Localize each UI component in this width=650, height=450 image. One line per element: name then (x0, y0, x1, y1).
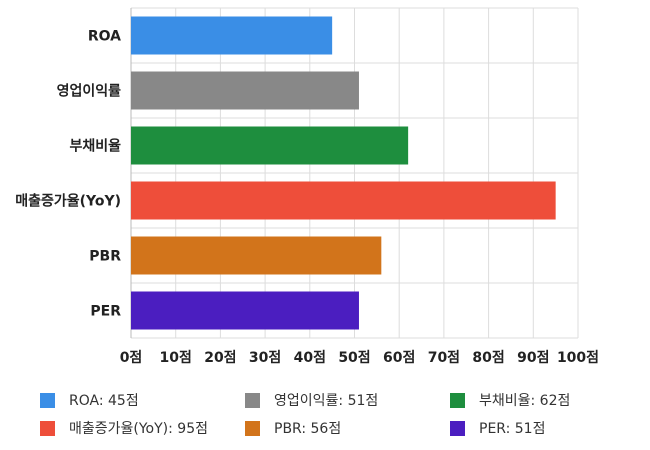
legend-item[interactable]: 매출증가율(YoY): 95점 (40, 418, 245, 438)
x-tick-label: 30점 (249, 349, 281, 366)
legend-swatch (450, 392, 465, 408)
x-tick-label: 70점 (428, 349, 460, 366)
legend-swatch (40, 420, 55, 436)
bars (131, 16, 556, 330)
x-tick-label: 20점 (204, 349, 236, 366)
legend-item[interactable]: 영업이익률: 51점 (245, 390, 450, 410)
x-tick-label: 80점 (472, 349, 504, 366)
legend-swatch (245, 420, 260, 436)
legend-swatch (40, 392, 55, 408)
x-tick-label: 10점 (160, 349, 192, 366)
legend-item[interactable]: PER: 51점 (450, 418, 640, 438)
category-label: 부채비율 (69, 138, 121, 155)
bar[interactable] (131, 236, 382, 275)
x-tick-label: 100점 (557, 349, 599, 366)
bar[interactable] (131, 71, 359, 110)
category-label: PBR (89, 249, 121, 265)
bar[interactable] (131, 291, 359, 330)
bar[interactable] (131, 16, 333, 55)
category-label: 영업이익률 (57, 83, 122, 100)
bar[interactable] (131, 126, 409, 165)
legend-label: 부채비율: 62점 (479, 393, 571, 409)
legend-label: 영업이익률: 51점 (274, 393, 379, 409)
legend-label: PER: 51점 (479, 421, 546, 437)
category-label: 매출증가율(YoY) (15, 193, 121, 210)
bar[interactable] (131, 181, 556, 220)
legend-item[interactable]: ROA: 45점 (40, 390, 245, 410)
legend-item[interactable]: PBR: 56점 (245, 418, 450, 438)
category-label: PER (90, 304, 121, 320)
category-label: ROA (88, 29, 121, 45)
grid-lines (130, 7, 579, 339)
legend-item[interactable]: 부채비율: 62점 (450, 390, 640, 410)
x-tick-label: 50점 (338, 349, 370, 366)
legend-label: 매출증가율(YoY): 95점 (69, 421, 208, 437)
legend-swatch (450, 420, 465, 436)
x-tick-label: 0점 (120, 349, 143, 366)
x-tick-labels: 0점 10점 20점 30점 40점 50점 60점 70점 80점 90점 100점 (120, 349, 599, 366)
legend-label: ROA: 45점 (69, 393, 139, 409)
x-tick-label: 40점 (294, 349, 326, 366)
legend-label: PBR: 56점 (274, 421, 342, 437)
x-tick-label: 90점 (517, 349, 549, 366)
x-tick-label: 60점 (383, 349, 415, 366)
legend-swatch (245, 392, 260, 408)
